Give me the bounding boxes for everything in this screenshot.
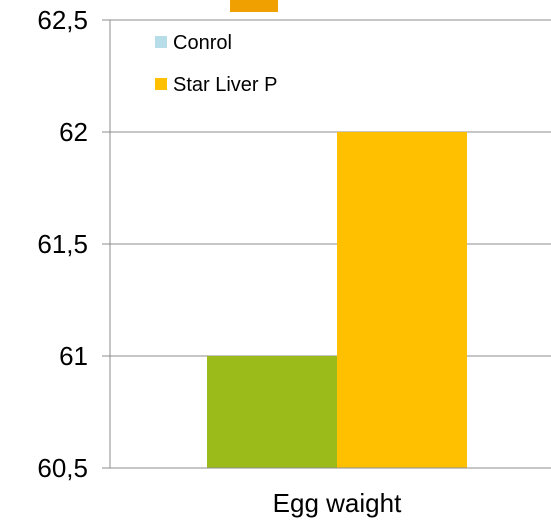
bar-star-liver-p xyxy=(337,132,467,468)
legend-swatch xyxy=(155,78,167,90)
legend-label: Conrol xyxy=(173,32,232,54)
category-labels: Egg waight xyxy=(273,488,402,518)
y-tick-label: 61 xyxy=(59,341,88,371)
bar-conrol xyxy=(207,356,337,468)
legend-label: Star Liver P xyxy=(173,74,277,96)
y-tick-label: 60,5 xyxy=(37,453,88,483)
top-accent-mark xyxy=(230,0,278,12)
bars xyxy=(207,132,467,468)
legend-swatch xyxy=(155,36,167,48)
legend-background xyxy=(143,22,325,102)
y-tick-label: 62 xyxy=(59,117,88,147)
y-tick-label: 61,5 xyxy=(37,229,88,259)
axes xyxy=(102,19,551,469)
legend: Conrol Star Liver P xyxy=(143,22,325,102)
y-tick-label: 62,5 xyxy=(37,5,88,35)
category-label: Egg waight xyxy=(273,488,402,518)
y-tick-labels: 60,5 61 61,5 62 62,5 xyxy=(37,5,88,483)
